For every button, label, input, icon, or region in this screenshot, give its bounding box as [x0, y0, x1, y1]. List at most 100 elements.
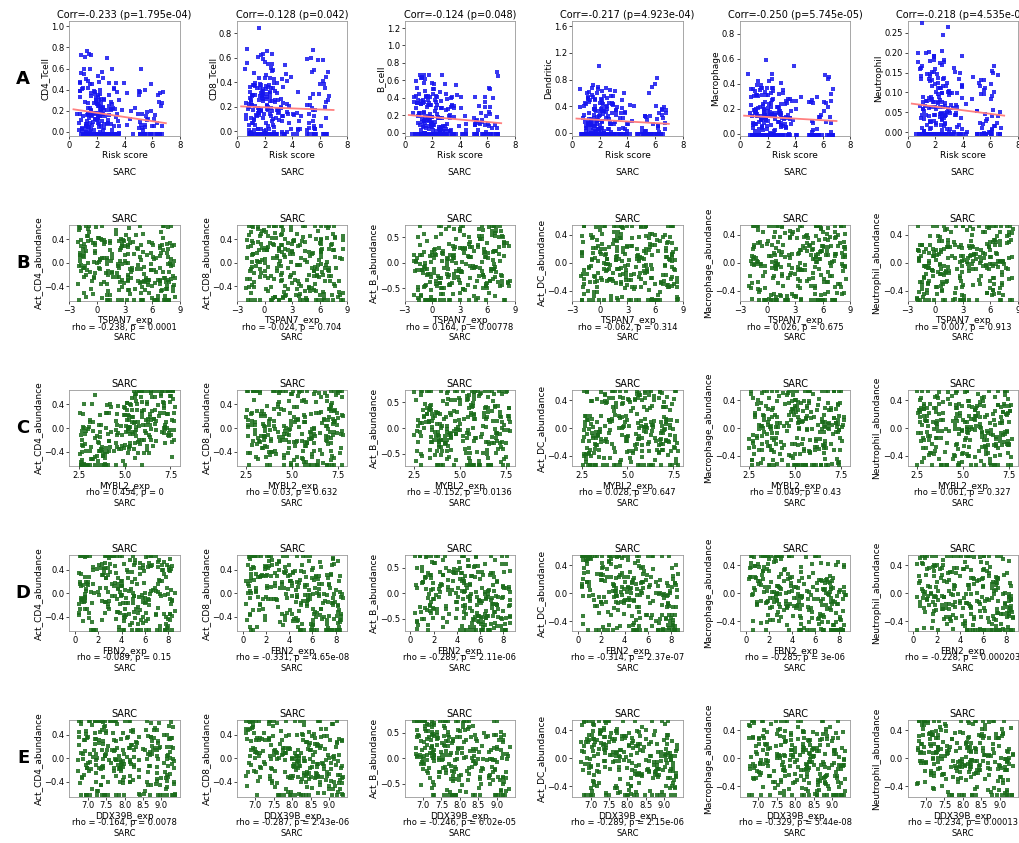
- Point: [467, 117, 483, 131]
- Point: [288, 450, 305, 464]
- Point: [805, 742, 821, 755]
- Point: [97, 457, 113, 470]
- Point: [810, 738, 826, 751]
- Point: [244, 438, 260, 452]
- Point: [309, 293, 325, 307]
- Point: [125, 550, 142, 563]
- Point: [151, 250, 167, 263]
- Point: [803, 114, 819, 127]
- Point: [320, 264, 336, 277]
- Point: [106, 733, 122, 747]
- Point: [612, 127, 629, 141]
- Point: [811, 219, 827, 233]
- Point: [457, 241, 473, 255]
- Point: [278, 714, 294, 728]
- Point: [131, 419, 148, 432]
- Point: [932, 245, 949, 259]
- Point: [941, 265, 957, 278]
- Point: [501, 593, 518, 606]
- Point: [500, 580, 517, 593]
- Point: [269, 251, 285, 265]
- Point: [998, 606, 1014, 620]
- Point: [619, 127, 635, 141]
- Point: [592, 568, 608, 582]
- Point: [73, 82, 90, 95]
- Point: [276, 566, 292, 580]
- Point: [133, 293, 150, 307]
- Point: [310, 225, 326, 239]
- Point: [486, 789, 502, 803]
- Point: [668, 276, 685, 289]
- Point: [495, 293, 512, 307]
- Point: [588, 104, 604, 117]
- Point: [925, 570, 942, 583]
- Point: [946, 239, 962, 252]
- Point: [412, 71, 428, 84]
- Point: [333, 733, 350, 747]
- Point: [258, 93, 274, 106]
- Point: [452, 90, 469, 104]
- Point: [630, 127, 646, 141]
- Point: [313, 244, 329, 258]
- Point: [242, 574, 258, 588]
- Point: [161, 564, 177, 577]
- Point: [72, 250, 89, 263]
- Text: SARC: SARC: [615, 498, 638, 507]
- Point: [961, 550, 977, 563]
- Point: [100, 293, 116, 307]
- Point: [495, 239, 512, 253]
- Point: [280, 243, 297, 256]
- Point: [245, 721, 261, 734]
- Point: [151, 716, 167, 729]
- Point: [109, 399, 125, 412]
- Point: [790, 587, 806, 600]
- Point: [163, 609, 179, 623]
- Point: [748, 429, 764, 443]
- Point: [91, 714, 107, 728]
- Point: [815, 610, 832, 624]
- Point: [818, 422, 835, 435]
- Point: [591, 422, 607, 436]
- Point: [113, 759, 129, 772]
- Point: [933, 111, 950, 125]
- Point: [973, 127, 989, 141]
- Point: [917, 260, 933, 274]
- Point: [120, 239, 137, 252]
- Point: [260, 100, 276, 114]
- Point: [440, 125, 457, 138]
- Point: [289, 275, 306, 288]
- Point: [463, 569, 479, 583]
- Point: [929, 714, 946, 728]
- Point: [262, 569, 278, 583]
- Point: [464, 616, 480, 630]
- Point: [434, 101, 450, 115]
- Point: [161, 561, 177, 574]
- Point: [982, 591, 999, 604]
- Point: [152, 740, 168, 754]
- Point: [649, 120, 665, 133]
- Point: [468, 586, 484, 599]
- Point: [931, 720, 948, 733]
- Point: [285, 411, 302, 424]
- Point: [933, 559, 950, 572]
- Point: [768, 593, 785, 607]
- Point: [773, 86, 790, 99]
- Point: [422, 282, 438, 296]
- Point: [126, 388, 143, 401]
- Point: [462, 602, 478, 615]
- Point: [758, 738, 774, 751]
- Point: [634, 126, 650, 139]
- Point: [255, 441, 271, 454]
- Point: [614, 753, 631, 766]
- Point: [479, 282, 495, 295]
- Point: [933, 275, 950, 288]
- Point: [144, 292, 160, 305]
- Point: [273, 228, 289, 241]
- Point: [989, 572, 1006, 585]
- Point: [266, 219, 282, 233]
- Point: [249, 246, 265, 260]
- Point: [605, 405, 622, 418]
- Point: [274, 223, 290, 237]
- Point: [646, 389, 662, 403]
- Point: [75, 237, 92, 250]
